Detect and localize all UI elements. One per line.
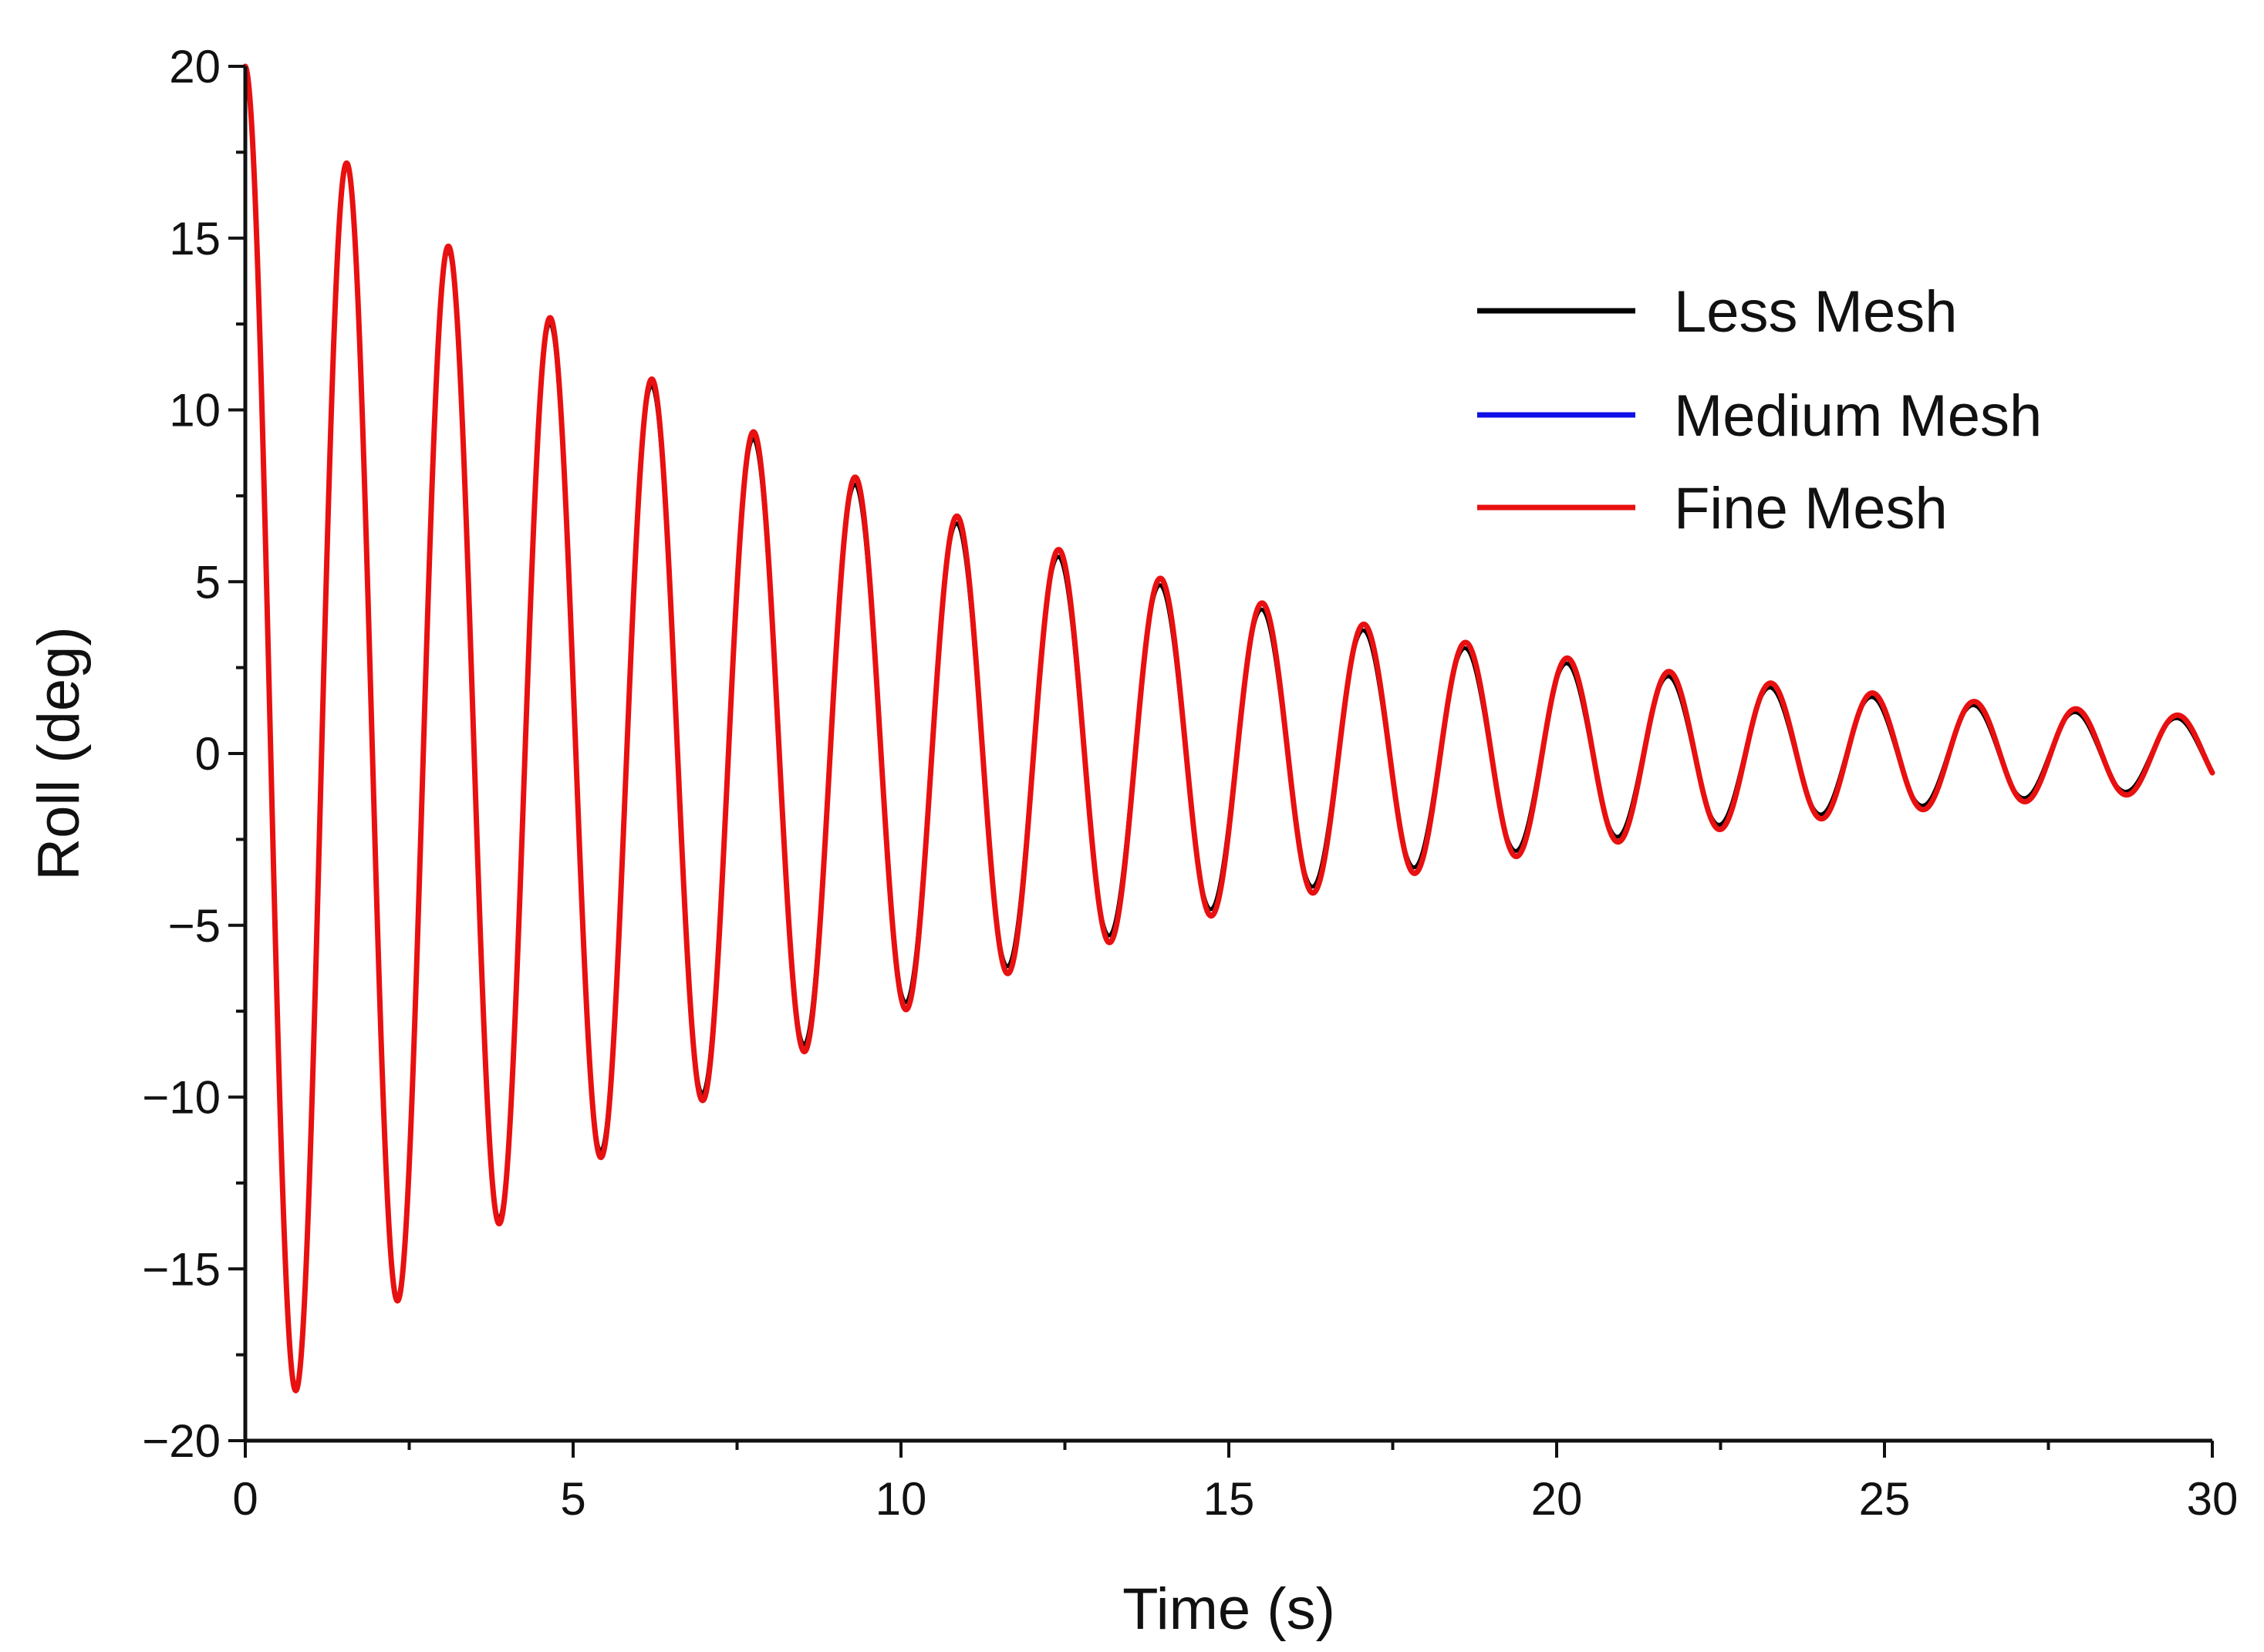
x-tick-label: 5 [560,1473,585,1525]
x-tick-label: 10 [876,1473,927,1525]
y-tick-label: −5 [168,900,221,952]
y-axis-title: Roll (deg) [26,626,92,880]
x-tick-label: 30 [2187,1473,2239,1525]
series-line-fine-mesh [242,63,2215,1394]
y-tick-label: 10 [169,385,221,437]
x-tick-label: 20 [1531,1473,1583,1525]
y-tick-label: 0 [195,728,221,780]
x-tick-label: 15 [1203,1473,1255,1525]
legend: Less Mesh Medium Mesh Fine Mesh [1477,279,2042,541]
legend-label-fine-mesh: Fine Mesh [1674,476,1948,541]
x-axis-title: Time (s) [1122,1576,1335,1642]
plot-series-group [242,63,2215,1394]
y-tick-label: 15 [169,213,221,265]
legend-label-medium-mesh: Medium Mesh [1674,383,2042,449]
y-tick-label: −15 [142,1243,221,1295]
y-tick-label: 20 [169,41,221,93]
y-tick-label: −20 [142,1415,221,1467]
x-tick-label: 0 [232,1473,258,1525]
x-tick-label: 25 [1859,1473,1911,1525]
legend-label-less-mesh: Less Mesh [1674,279,1958,345]
y-tick-label: −10 [142,1072,221,1124]
tick-group: 0 5 10 15 20 25 30 −20 −15 −10 −5 0 5 10 15 20 [142,41,2238,1525]
y-tick-label: 5 [195,556,221,608]
